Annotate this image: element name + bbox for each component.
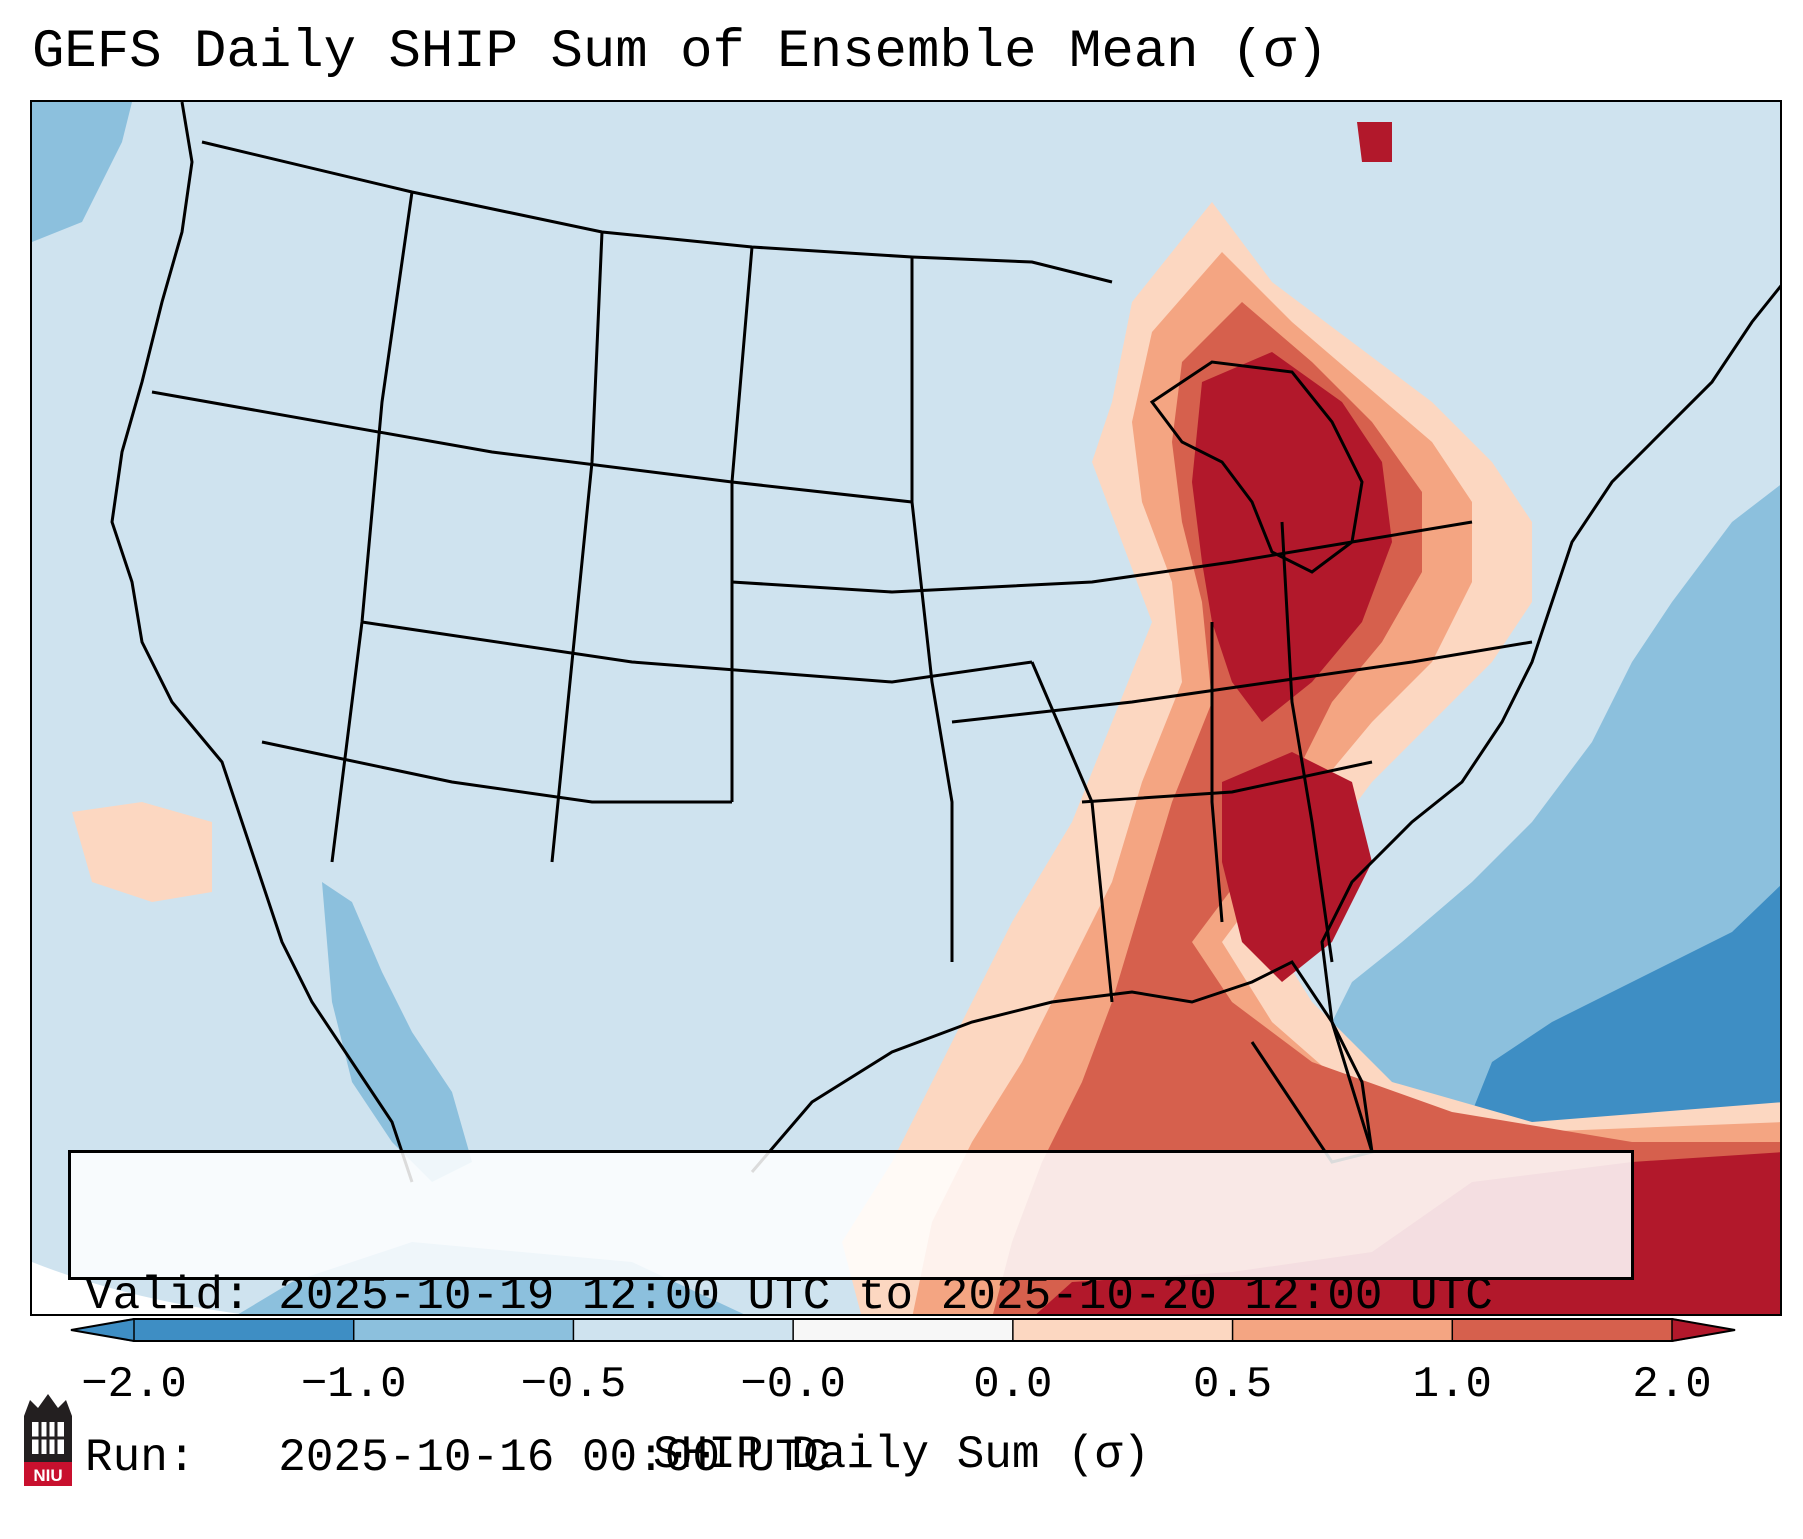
- colorbar-segment: [353, 1318, 574, 1342]
- eastern-positive-strong: [993, 302, 1780, 1314]
- run-label: Run:: [85, 1432, 196, 1484]
- colorbar-tick-label: 1.0: [1412, 1360, 1492, 1410]
- colorbar-segment: [1452, 1318, 1673, 1342]
- valid-time-box: Valid: 2025-10-19 12:00 UTC to 2025-10-2…: [68, 1150, 1634, 1484]
- colorbar-tick-label: −0.5: [520, 1360, 627, 1410]
- colorbar-tick-label: 2.0: [1632, 1360, 1712, 1410]
- colorbar-tick-label: −1.0: [300, 1360, 407, 1410]
- colorbar-segment: [1012, 1318, 1234, 1342]
- colorbar-tick-label: −2.0: [81, 1360, 187, 1410]
- niu-logo: NIU: [24, 1394, 72, 1486]
- ne-canada-max-patch: [1357, 122, 1392, 162]
- map-canvas: [32, 102, 1780, 1314]
- map-panel[interactable]: [30, 100, 1782, 1316]
- colorbar-extend-low: [70, 1318, 134, 1342]
- southeast-max-zone: [1222, 752, 1372, 982]
- valid-value: 2025-10-19 12:00 UTC to 2025-10-20 12:00…: [278, 1270, 1493, 1322]
- colorbar-extend-high: [1672, 1318, 1736, 1342]
- pacific-nw-negative-zone: [32, 102, 132, 242]
- colorbar: [70, 1318, 1736, 1342]
- projection-edge: [32, 1262, 241, 1314]
- niu-logo-text: NIU: [33, 1466, 62, 1485]
- run-value: 2025-10-16 00:00 UTC: [278, 1432, 831, 1484]
- colorbar-segment: [1232, 1318, 1453, 1342]
- map-title: GEFS Daily SHIP Sum of Ensemble Mean (σ): [32, 22, 1329, 83]
- boundary-lines: [110, 102, 1780, 1183]
- baja-negative-zone: [322, 882, 472, 1182]
- colorbar-label: SHIP Daily Sum (σ): [653, 1429, 1150, 1481]
- pacific-positive-patch: [72, 802, 212, 902]
- atlantic-strong-negative-zone: [1472, 885, 1780, 1132]
- colorbar-segment: [793, 1318, 1014, 1342]
- colorbar-segment: [573, 1318, 794, 1342]
- valid-label: Valid:: [85, 1270, 251, 1322]
- colorbar-tick-label: 0.5: [1192, 1360, 1273, 1410]
- colorbar-segment: [134, 1318, 355, 1342]
- colorbar-tick-label: 0.0: [973, 1360, 1053, 1410]
- colorbar-tick-label: −0.0: [740, 1360, 846, 1410]
